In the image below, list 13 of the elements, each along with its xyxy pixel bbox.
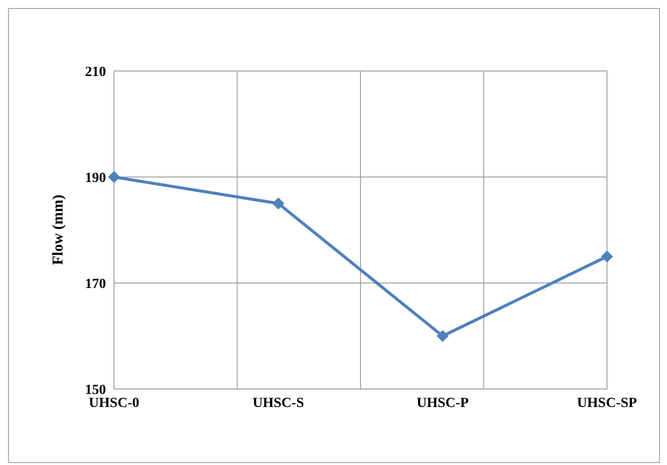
y-tick-label: 150	[85, 382, 106, 398]
y-tick-label: 190	[85, 170, 106, 186]
point	[436, 330, 449, 342]
x-tick-label: UHSC-0	[88, 396, 140, 411]
point	[108, 171, 120, 183]
y-axis-title: Flow (mm)	[50, 194, 66, 265]
x-tick-label: UHSC-SP	[577, 396, 638, 411]
x-tick-label: UHSC-P	[416, 396, 470, 411]
y-tick-label: 170	[85, 276, 106, 292]
point	[601, 250, 613, 262]
x-tick-label: UHSC-S	[252, 396, 304, 411]
point	[272, 198, 284, 210]
y-tick-label: 210	[85, 64, 106, 80]
